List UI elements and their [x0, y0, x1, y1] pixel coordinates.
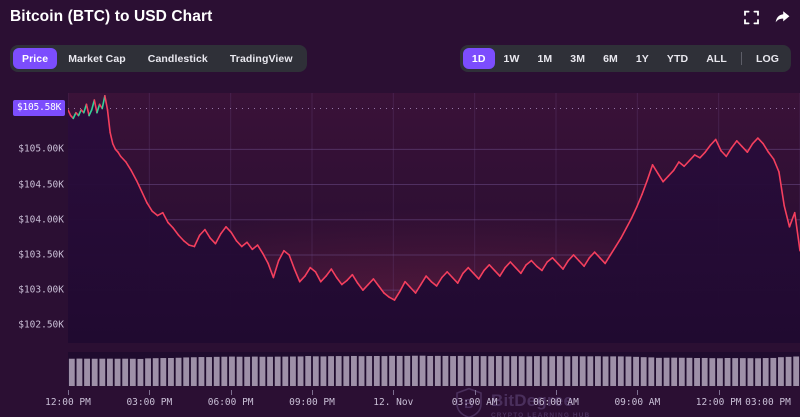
y-axis: $105.00K $104.50K $104.00K $103.50K $103.00K… — [0, 93, 64, 343]
plot-area[interactable] — [68, 93, 800, 343]
header-actions — [743, 9, 791, 26]
x-axis-label: 03:00 AM — [451, 397, 498, 408]
y-axis-label: $105.00K — [18, 143, 64, 155]
range-1w[interactable]: 1W — [503, 52, 520, 65]
x-axis-label: 12. Nov — [373, 397, 414, 408]
x-axis-label: 09:00 PM — [289, 397, 335, 408]
share-icon[interactable] — [774, 9, 791, 26]
current-price-badge: $105.58K — [13, 100, 66, 117]
y-axis-label: $104.50K — [18, 179, 64, 191]
widget-header: Bitcoin (BTC) to USD Chart — [0, 0, 800, 38]
range-1m[interactable]: 1M — [537, 52, 553, 65]
range-navigator[interactable] — [68, 352, 800, 386]
tab-candlestick[interactable]: Candlestick — [147, 52, 208, 65]
price-chart: $105.00K $104.50K $104.00K $103.50K $103.00K… — [0, 80, 800, 417]
x-axis-label: 12:00 PM — [45, 397, 91, 408]
x-axis-tick — [637, 390, 639, 395]
range-1d[interactable]: 1D — [462, 48, 495, 69]
x-axis-label: 06:00 PM — [207, 397, 254, 408]
fullscreen-icon[interactable] — [743, 9, 760, 26]
x-axis-tick — [393, 390, 395, 395]
x-axis-tick — [312, 390, 313, 395]
range-3m[interactable]: 3M — [570, 52, 586, 65]
x-axis: 12:00 PM 03:00 PM 06:00 PM 09:00 PM 12. Nov 0… — [0, 390, 800, 414]
y-axis-label: $102.50K — [18, 319, 64, 331]
range-6m[interactable]: 6M — [603, 52, 618, 65]
x-axis-label: 09:00 AM — [614, 397, 661, 408]
y-axis-label: $103.50K — [18, 249, 64, 261]
x-axis-tick — [718, 390, 720, 395]
x-axis-tick — [556, 390, 557, 395]
y-axis-label: $103.00K — [18, 284, 64, 296]
scale-log-toggle[interactable]: LOG — [755, 52, 779, 65]
range-divider — [740, 52, 742, 65]
x-axis-label: 03:00 PM — [126, 397, 173, 408]
view-tab-bar: Price Market Cap Candlestick TradingView — [10, 45, 307, 72]
x-axis-tick — [149, 390, 151, 395]
x-axis-tick — [474, 390, 476, 395]
range-ytd[interactable]: YTD — [666, 52, 689, 65]
range-tab-bar: 1D 1W 1M 3M 6M 1Y YTD ALL LOG — [459, 45, 791, 72]
range-all[interactable]: ALL — [706, 52, 727, 65]
price-line-svg — [68, 93, 800, 343]
tab-price[interactable]: Price — [13, 48, 58, 69]
navigator-bars — [68, 355, 800, 386]
x-axis-tick — [68, 390, 69, 395]
tab-market-cap[interactable]: Market Cap — [68, 52, 126, 65]
page-title: Bitcoin (BTC) to USD Chart — [10, 8, 213, 25]
x-axis-label: 12:00 PM — [695, 397, 742, 408]
y-axis-label: $104.00K — [18, 214, 64, 226]
x-axis-label: 06:00 AM — [533, 397, 579, 408]
tab-tradingview[interactable]: TradingView — [229, 52, 293, 65]
range-1y[interactable]: 1Y — [635, 52, 649, 65]
x-axis-tick — [230, 390, 232, 395]
x-axis-label: 03:00 PM — [745, 397, 791, 408]
